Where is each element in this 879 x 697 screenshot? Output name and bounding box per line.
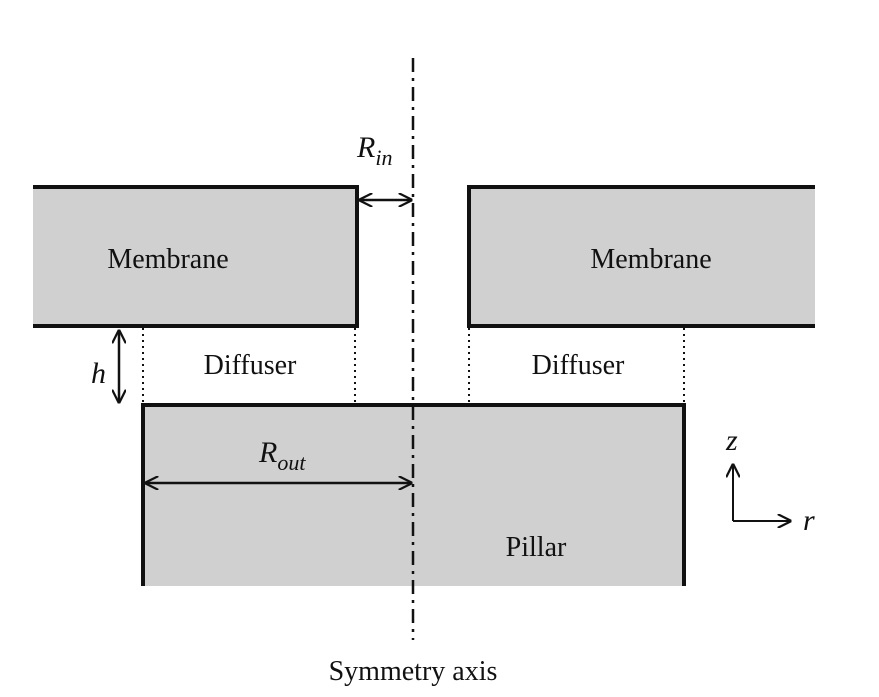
symmetry-axis-label: Symmetry axis [329,656,498,687]
r-in-sub: in [375,145,392,170]
pillar-label: Pillar [506,532,567,563]
r-out-main: R [258,436,277,469]
diffuser-left-label: Diffuser [204,350,297,381]
h-symbol: h [91,357,106,390]
coordinate-axes-icon [733,465,790,521]
diffuser-right-label: Diffuser [532,350,625,381]
membrane-right-label: Membrane [590,244,711,275]
r-in-symbol: Rin [356,131,392,170]
r-axis-label: r [803,504,815,537]
r-in-main: R [356,131,375,164]
diffuser-boundaries [142,328,685,403]
z-axis-label: z [725,424,738,457]
membrane-left [33,185,359,328]
r-out-sub: out [277,450,306,475]
r-out-symbol: Rout [258,436,306,475]
membrane-right [467,185,815,328]
membrane-left-label: Membrane [107,244,228,275]
